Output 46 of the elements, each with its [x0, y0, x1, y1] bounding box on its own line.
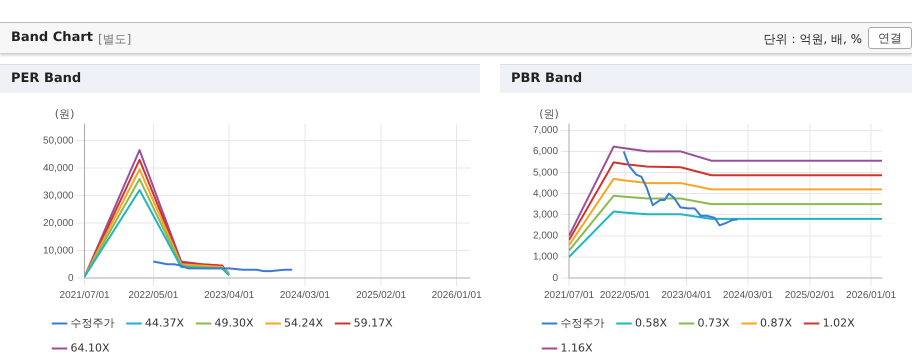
legend-label: 0.58X — [635, 316, 668, 330]
text: 연결 — [868, 27, 912, 49]
y-axis-title: (원) — [539, 107, 559, 120]
x-tick-label: 2024/03/01 — [722, 290, 774, 301]
y-tick-label: 40,000 — [42, 162, 74, 174]
x-tick-label: 2021/07/01 — [544, 290, 594, 301]
x-tick-label: 2024/03/01 — [280, 290, 330, 301]
y-tick-label: 4,000 — [532, 188, 558, 200]
legend-label: 49.30X — [214, 316, 254, 330]
legend-label: 1.02X — [822, 316, 856, 330]
legend-label: 0.73X — [698, 316, 730, 330]
y-tick-label: 1,000 — [532, 252, 558, 263]
x-tick-label: 2026/01/01 — [846, 290, 897, 301]
legend-label: 44.37X — [145, 316, 184, 330]
y-tick-label: 5,000 — [532, 167, 558, 178]
legend-label: 수정주가 — [560, 316, 604, 330]
y-tick-label: 2,000 — [532, 230, 558, 242]
legend-label: 59.17X — [354, 316, 394, 330]
legend-label: 1.16X — [560, 341, 593, 354]
legend-label: 64.10X — [70, 341, 110, 354]
y-tick-label: 3,000 — [532, 209, 558, 220]
text: 단위 : 억원, 배, % — [764, 31, 862, 48]
y-axis-title: (원) — [54, 107, 74, 120]
chart-title: PER Band — [0, 64, 480, 93]
y-tick-label: 30,000 — [42, 190, 74, 202]
y-tick-label: 10,000 — [42, 245, 74, 256]
text: Band Chart — [11, 30, 93, 45]
x-tick-label: 2025/02/01 — [784, 290, 836, 301]
y-tick-label: 50,000 — [42, 135, 74, 146]
y-tick-label: 7,000 — [532, 125, 558, 136]
y-tick-label: 0 — [552, 272, 558, 284]
x-tick-label: 2026/01/01 — [432, 290, 482, 301]
legend-label: 수정주가 — [70, 316, 114, 330]
legend-label: 54.24X — [284, 316, 324, 330]
text: [별도] — [98, 31, 132, 48]
x-tick-label: 2023/04/01 — [204, 290, 255, 301]
x-tick-label: 2022/05/01 — [128, 290, 179, 301]
y-tick-label: 6,000 — [532, 146, 558, 158]
y-tick-label: 0 — [68, 272, 74, 284]
y-tick-label: 20,000 — [42, 218, 74, 229]
x-tick-label: 2025/02/01 — [356, 290, 407, 301]
x-tick-label: 2022/05/01 — [600, 290, 650, 301]
legend-label: 0.87X — [760, 316, 793, 330]
x-tick-label: 2021/07/01 — [60, 290, 110, 301]
chart-title: PBR Band — [500, 64, 912, 93]
x-tick-label: 2023/04/01 — [661, 290, 712, 301]
